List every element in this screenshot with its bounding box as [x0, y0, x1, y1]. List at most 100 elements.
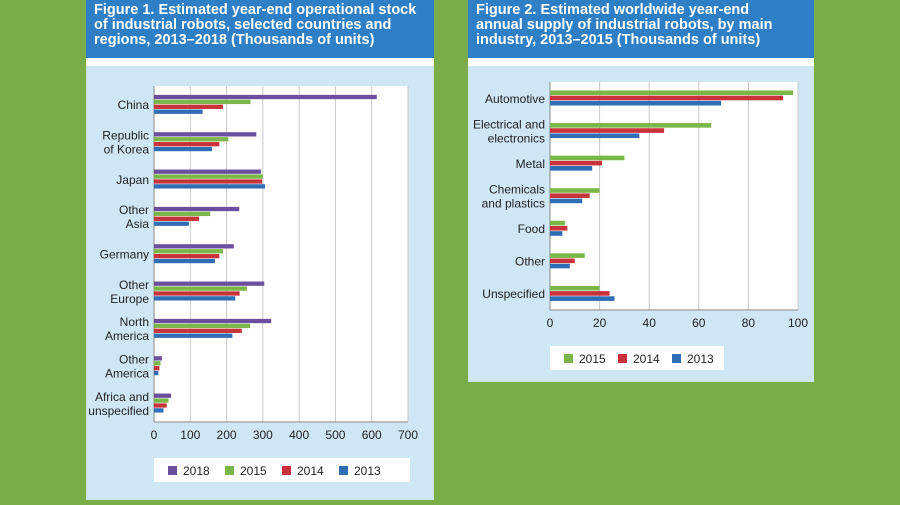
legend-label: 2013	[354, 464, 381, 478]
bar-2018	[154, 393, 172, 398]
bar-2013	[550, 296, 615, 301]
bar-2015	[550, 285, 600, 291]
category-label: Other	[515, 255, 545, 269]
bar-2018	[154, 132, 257, 137]
bar-2014	[154, 328, 242, 333]
legend-swatch-2015	[564, 354, 573, 363]
legend-label: 2015	[240, 464, 267, 478]
figure-2-title: Figure 2. Estimated worldwide year-end a…	[468, 0, 814, 58]
category-label: Other	[119, 203, 149, 217]
category-label: unspecified	[88, 404, 149, 418]
category-label: Unspecified	[482, 287, 545, 301]
legend-box	[550, 346, 724, 370]
figure-1-title-line: of industrial robots, selected countries…	[94, 17, 392, 33]
bar-2018	[154, 318, 272, 324]
category-label: and plastics	[482, 197, 545, 211]
x-tick-label: 20	[593, 316, 607, 330]
bar-2015	[550, 188, 600, 193]
bar-2014	[550, 291, 610, 296]
category-label: Other	[119, 353, 149, 367]
bar-2015	[154, 211, 211, 217]
bar-2015	[154, 323, 251, 329]
bar-2013	[154, 221, 189, 226]
bar-2014	[154, 366, 160, 371]
legend-label: 2014	[633, 352, 660, 366]
bar-2013	[154, 146, 213, 152]
bar-2014	[550, 128, 665, 133]
category-label: North	[120, 315, 149, 329]
bar-2013	[154, 333, 233, 338]
bar-2013	[550, 133, 640, 139]
x-tick-label: 100	[788, 316, 808, 330]
figure-1-title-line: Figure 1. Estimated year-end operational…	[94, 2, 417, 18]
bar-2014	[550, 258, 575, 264]
figure-2-panel: Figure 2. Estimated worldwide year-end a…	[468, 0, 814, 382]
category-label: Electrical and	[473, 117, 545, 131]
bar-2014	[154, 254, 220, 259]
bar-2013	[550, 166, 593, 171]
bar-2013	[154, 370, 159, 376]
bar-2018	[154, 169, 262, 174]
bar-2015	[550, 220, 565, 226]
x-tick-label: 300	[253, 428, 273, 442]
bar-2013	[550, 263, 570, 269]
category-label: Europe	[110, 292, 149, 306]
x-tick-label: 60	[692, 316, 706, 330]
bar-2018	[154, 94, 377, 100]
x-tick-label: 0	[151, 428, 158, 442]
category-label: Africa and	[95, 390, 149, 404]
category-label: Republic	[102, 129, 149, 143]
legend-label: 2018	[183, 464, 210, 478]
bar-2015	[154, 137, 229, 142]
legend-swatch-2013	[672, 354, 681, 363]
bar-2015	[550, 155, 625, 161]
x-tick-label: 0	[547, 316, 554, 330]
x-tick-label: 80	[742, 316, 756, 330]
plot-background	[550, 82, 798, 310]
category-label: Metal	[516, 157, 545, 171]
category-label: Food	[518, 222, 545, 236]
figure-1-title-line: regions, 2013–2018 (Thousands of units)	[94, 32, 375, 48]
bar-2014	[550, 160, 603, 166]
bar-2014	[154, 179, 263, 184]
category-label: Automotive	[485, 92, 545, 106]
x-tick-label: 40	[643, 316, 657, 330]
category-label: China	[118, 98, 150, 112]
legend-label: 2014	[297, 464, 324, 478]
legend-label: 2013	[687, 352, 714, 366]
bar-2014	[154, 403, 167, 408]
bar-2015	[550, 90, 794, 96]
x-tick-label: 600	[362, 428, 382, 442]
bar-2015	[550, 123, 712, 128]
x-tick-label: 200	[217, 428, 237, 442]
bar-2015	[154, 361, 161, 366]
bar-2014	[154, 291, 240, 296]
legend-swatch-2014	[282, 466, 291, 475]
figure-1-panel: Figure 1. Estimated year-end operational…	[86, 0, 434, 500]
figure-1-title: Figure 1. Estimated year-end operational…	[86, 0, 434, 58]
bar-2018	[154, 281, 265, 286]
bar-2015	[550, 253, 585, 258]
category-label: Other	[119, 278, 149, 292]
figure-2-title-line: annual supply of industrial robots, by m…	[476, 17, 773, 33]
legend-swatch-2014	[618, 354, 627, 363]
figure-2-title-line: Figure 2. Estimated worldwide year-end	[476, 2, 750, 18]
bar-2018	[154, 244, 234, 249]
legend-label: 2015	[579, 352, 606, 366]
bar-2013	[154, 408, 164, 413]
category-label: America	[105, 329, 149, 343]
bar-2013	[550, 100, 722, 106]
x-tick-label: 100	[180, 428, 200, 442]
bar-2015	[154, 398, 169, 403]
legend-swatch-2018	[168, 466, 177, 475]
figure-2-chart: 0 20 40 60 80 100 Automotive Electrical andelec…	[473, 82, 808, 370]
bar-2013	[154, 109, 203, 114]
legend-swatch-2015	[225, 466, 234, 475]
bar-2013	[550, 198, 583, 204]
bar-2013	[154, 184, 266, 189]
bar-2015	[154, 286, 247, 291]
bar-2014	[550, 225, 568, 231]
bar-2013	[550, 231, 563, 236]
category-label: Asia	[126, 217, 150, 231]
